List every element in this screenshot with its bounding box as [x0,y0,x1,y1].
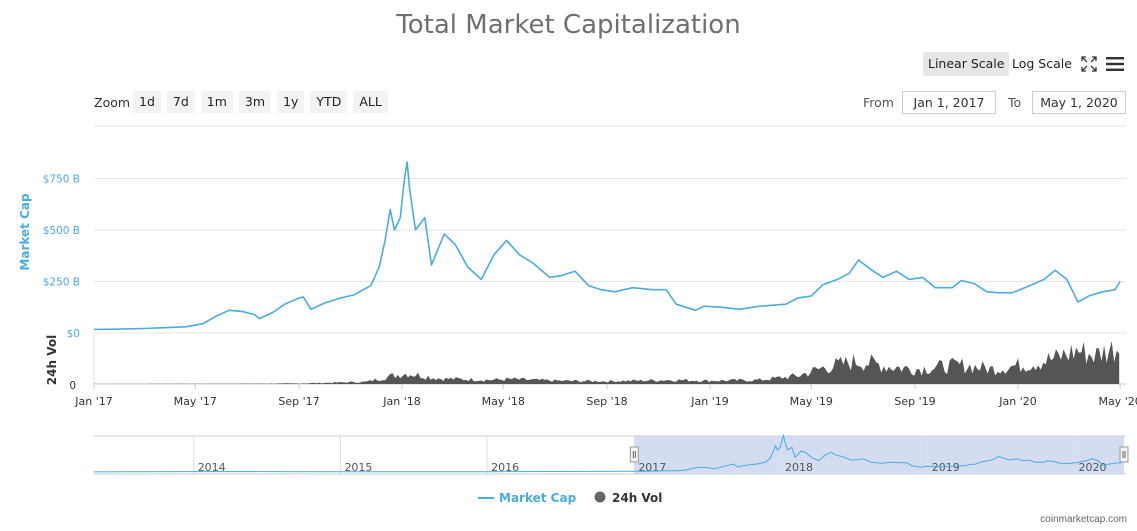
x-tick-label: Sep '19 [894,395,935,408]
legend-market-cap-label: Market Cap [499,491,577,505]
y-tick-label: $500 B [43,225,80,237]
legend-volume-label: 24h Vol [612,491,662,505]
x-tick-label: Jan '19 [690,395,728,408]
zoom-label: Zoom [94,95,131,110]
zoom-1y-button[interactable]: 1y [277,91,305,113]
navigator-line [93,433,1124,473]
zoom-3m-button[interactable]: 3m [238,91,272,113]
chart-gridlines [93,125,1126,385]
market-cap-line [93,161,1121,331]
y-tick-label: $750 B [43,174,80,186]
volume-area [94,341,1120,384]
range-from-label: From [863,95,894,110]
zoom-7d-button[interactable]: 7d [166,91,195,113]
navigator-year-label: 2014 [198,461,226,474]
x-tick-label: May '19 [790,395,833,408]
navigator-year-label: 2015 [344,461,372,474]
page-title: Total Market Capitalization [396,10,741,40]
volume-series [94,341,1120,384]
zoom-1d-button[interactable]: 1d [133,91,161,113]
x-tick-label: Sep '17 [278,395,319,408]
navigator-selection[interactable] [634,436,1124,474]
x-tick-label: Jan '18 [382,395,420,408]
navigator-right-handle[interactable] [1119,446,1129,463]
x-tick-label: May '17 [174,395,217,408]
navigator: 2014 2015 2016 2017 2018 2019 2020 [93,433,1129,475]
x-tick-label: Sep '18 [586,395,627,408]
legend-market-cap[interactable]: Market Cap [478,491,577,505]
x-tick-label: May '18 [482,395,525,408]
credit-text: coinmarketcap.com [1040,514,1127,525]
navigator-year-label: 2019 [932,461,960,474]
legend-volume[interactable]: 24h Vol [594,491,663,505]
navigator-year-label: 2016 [491,461,519,474]
range-from-input[interactable]: Jan 1, 2017 [902,91,996,114]
navigator-left-handle[interactable] [629,446,639,463]
navigator-year-label: 2018 [785,461,813,474]
fullscreen-icon[interactable] [1079,54,1099,74]
hamburger-menu-icon[interactable] [1105,54,1125,74]
volume-tick-label: 0 [69,380,76,392]
range-to-label: To [1008,95,1022,110]
zoom-all-button[interactable]: ALL [353,91,388,113]
x-axis: Jan '17 May '17 Sep '17 Jan '18 May '18 Sep '… [74,384,1137,408]
market-cap-series [93,161,1121,331]
y-axis: $0 $250 B $500 B $750 B 0 [43,174,80,393]
y-axis-label: Market Cap [18,193,32,271]
navigator-year-label: 2017 [638,461,666,474]
linear-scale-button[interactable]: Linear Scale [923,52,1010,76]
x-tick-label: Jan '17 [74,395,112,408]
zoom-button-group: 1d 7d 1m 3m 1y YTD ALL [133,91,388,113]
range-to-input[interactable]: May 1, 2020 [1032,91,1126,114]
zoom-ytd-button[interactable]: YTD [310,91,348,113]
y-tick-label: $0 [67,328,80,340]
volume-axis-label: 24h Vol [45,335,59,385]
navigator-year-label: 2020 [1079,461,1107,474]
log-scale-button[interactable]: Log Scale [1012,56,1072,71]
x-tick-label: May '20 [1098,395,1137,408]
y-tick-label: $250 B [43,277,80,289]
x-tick-label: Jan '20 [998,395,1036,408]
zoom-1m-button[interactable]: 1m [200,91,233,113]
